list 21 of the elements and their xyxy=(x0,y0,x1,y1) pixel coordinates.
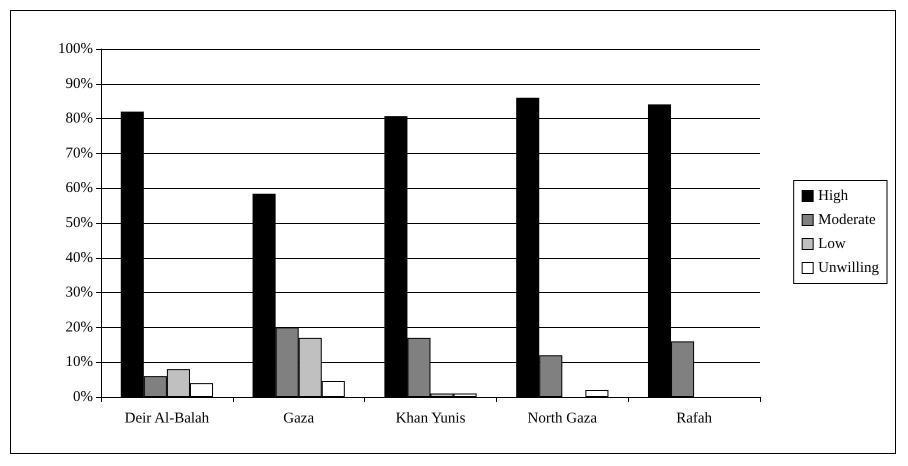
y-tick-label: 50% xyxy=(66,215,93,231)
y-tick-label: 60% xyxy=(66,180,93,196)
x-tick-label: Rafah xyxy=(676,410,712,426)
legend-label: High xyxy=(818,188,849,204)
legend-label: Unwilling xyxy=(818,260,880,276)
x-tick-label: Gaza xyxy=(283,410,314,426)
y-tick-label: 0% xyxy=(73,389,93,405)
y-tick-label: 40% xyxy=(66,250,93,266)
y-tick-label: 30% xyxy=(66,284,93,301)
y-tick-label: 10% xyxy=(66,354,93,370)
x-tick-label: North Gaza xyxy=(528,410,598,426)
y-tick-label: 90% xyxy=(66,76,93,92)
legend-label: Low xyxy=(818,236,846,252)
y-tick-label: 80% xyxy=(66,110,93,127)
x-tick-label: Deir Al-Balah xyxy=(124,410,210,426)
y-tick-label: 70% xyxy=(66,145,93,162)
legend-label: Moderate xyxy=(818,212,876,228)
bar xyxy=(585,390,608,397)
y-tick-label: 100% xyxy=(58,41,93,57)
y-tick-label: 20% xyxy=(66,319,93,336)
x-tick-label: Khan Yunis xyxy=(396,410,466,426)
